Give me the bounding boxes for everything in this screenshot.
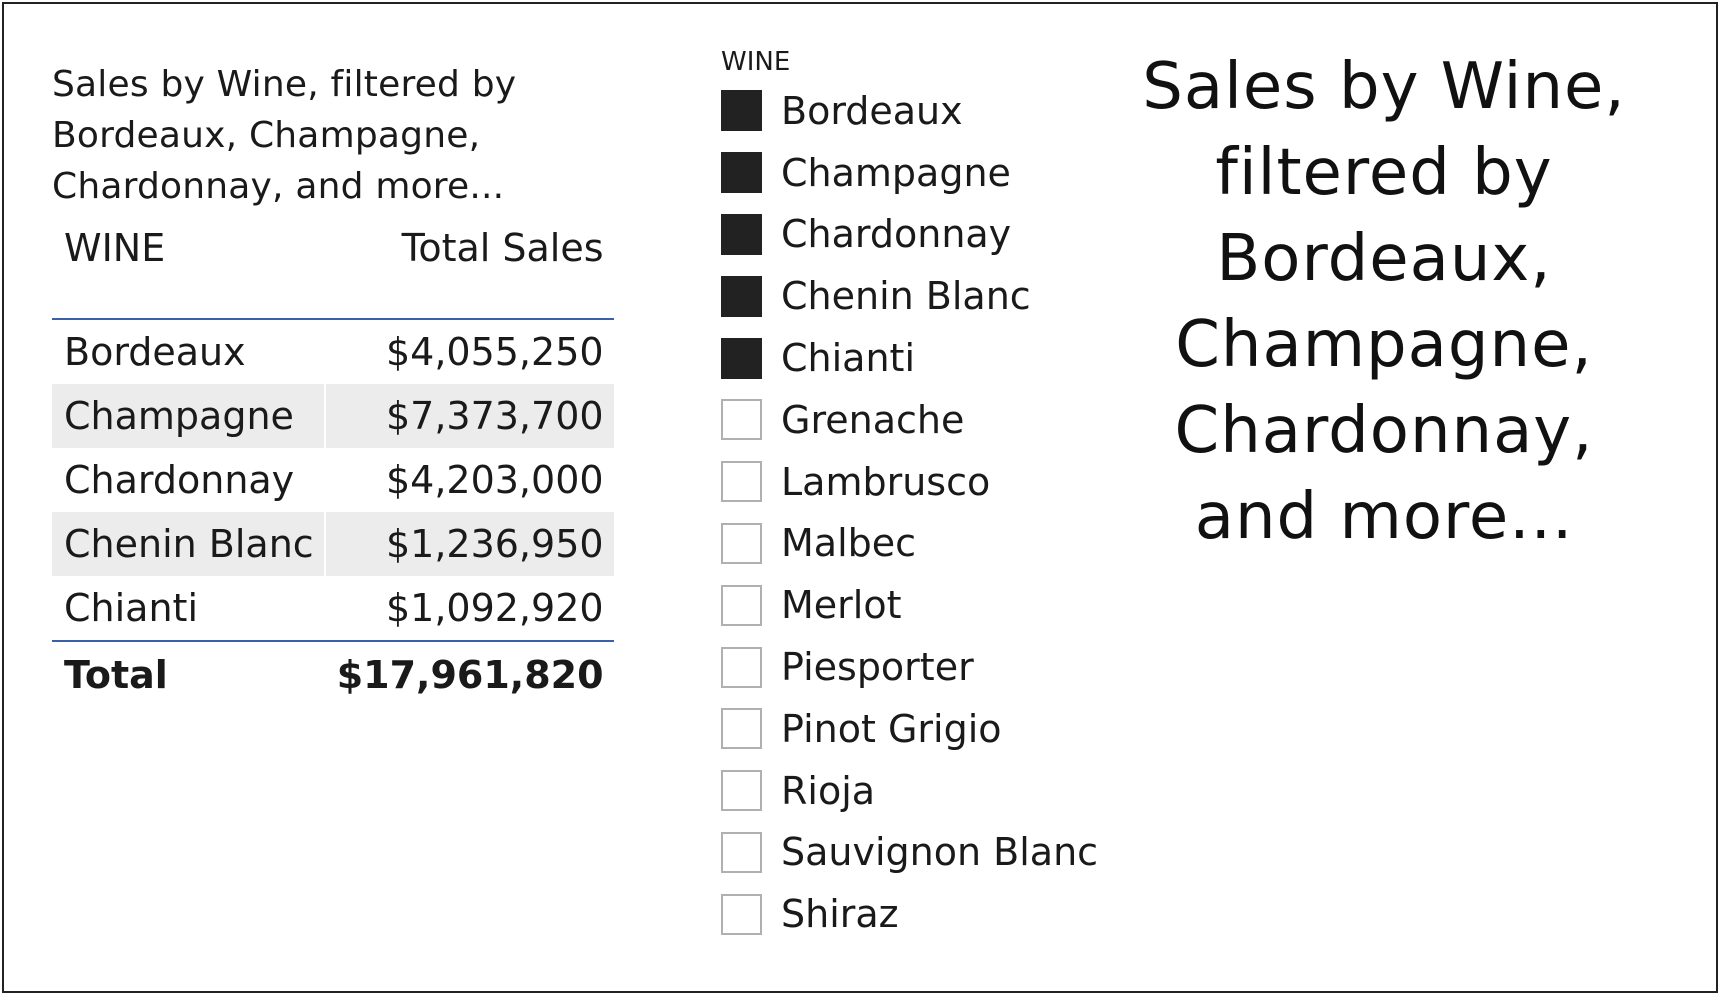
table-row[interactable]: Champagne $7,373,700 bbox=[52, 384, 614, 448]
checkbox-unchecked-icon[interactable] bbox=[721, 708, 762, 750]
slicer-item-label: Piesporter bbox=[781, 645, 974, 690]
total-value: $17,961,820 bbox=[336, 653, 604, 697]
wine-cell: Chianti bbox=[52, 576, 326, 642]
slicer-item-label: Sauvignon Blanc bbox=[781, 830, 1099, 875]
slicer-item-label: Malbec bbox=[781, 521, 917, 566]
slicer-item[interactable]: Chianti bbox=[721, 327, 1141, 389]
wine-cell: Chardonnay bbox=[52, 448, 326, 512]
sales-table: WINE Total Sales Bordeaux $4,055,250 Champ… bbox=[52, 226, 614, 708]
checkbox-checked-icon[interactable] bbox=[721, 275, 762, 317]
slicer-header: WINE bbox=[721, 47, 791, 77]
slicer-item-label: Merlot bbox=[781, 583, 902, 628]
slicer-item-label: Shiraz bbox=[781, 892, 899, 937]
slicer-item[interactable]: Piesporter bbox=[721, 636, 1141, 698]
checkbox-unchecked-icon[interactable] bbox=[721, 770, 762, 812]
slicer-item[interactable]: Pinot Grigio bbox=[721, 698, 1141, 760]
table-row[interactable]: Chardonnay $4,203,000 bbox=[52, 448, 614, 512]
slicer-item[interactable]: Merlot bbox=[721, 574, 1141, 636]
slicer-item-label: Pinot Grigio bbox=[781, 706, 1002, 751]
checkbox-checked-icon[interactable] bbox=[721, 152, 762, 194]
checkbox-unchecked-icon[interactable] bbox=[721, 893, 762, 935]
table-row[interactable]: Chianti $1,092,920 bbox=[52, 576, 614, 642]
checkbox-unchecked-icon[interactable] bbox=[721, 831, 762, 873]
total-sales-cell: $1,092,920 bbox=[324, 576, 614, 642]
slicer-item[interactable]: Grenache bbox=[721, 389, 1141, 451]
slicer-item[interactable]: Lambrusco bbox=[721, 451, 1141, 513]
slicer-item[interactable]: Rioja bbox=[721, 760, 1141, 822]
total-sales-cell: $7,373,700 bbox=[324, 384, 614, 448]
wine-cell: Champagne bbox=[52, 384, 326, 448]
checkbox-unchecked-icon[interactable] bbox=[721, 399, 762, 441]
sales-table-visual[interactable]: Sales by Wine, filtered by Bordeaux, Cha… bbox=[52, 59, 614, 708]
slicer-item[interactable]: Champagne bbox=[721, 142, 1141, 204]
checkbox-checked-icon[interactable] bbox=[721, 90, 762, 132]
total-label: Total bbox=[64, 653, 168, 697]
slicer-item[interactable]: Chardonnay bbox=[721, 204, 1141, 266]
table-row[interactable]: Bordeaux $4,055,250 bbox=[52, 319, 614, 384]
checkbox-unchecked-icon[interactable] bbox=[721, 461, 762, 503]
slicer-item-label: Bordeaux bbox=[781, 88, 963, 133]
column-header-total-sales[interactable]: Total Sales bbox=[324, 226, 614, 320]
slicer-item-label: Chianti bbox=[781, 336, 916, 381]
table-total-row: Total $17,961,820 bbox=[52, 641, 614, 708]
slicer-item[interactable]: Chenin Blanc bbox=[721, 265, 1141, 327]
total-sales-cell: $4,055,250 bbox=[385, 330, 604, 374]
checkbox-checked-icon[interactable] bbox=[721, 337, 762, 379]
slicer-list: Bordeaux Champagne Chardonnay Chenin Blanc C… bbox=[721, 80, 1141, 945]
slicer-item[interactable]: Shiraz bbox=[721, 883, 1141, 945]
slicer-item-label: Champagne bbox=[781, 150, 1011, 195]
wine-cell: Chenin Blanc bbox=[52, 512, 326, 576]
wine-slicer: WINE Bordeaux Champagne Chardonnay Chenin B… bbox=[721, 44, 1141, 945]
checkbox-checked-icon[interactable] bbox=[721, 213, 762, 255]
table-row[interactable]: Chenin Blanc $1,236,950 bbox=[52, 512, 614, 576]
checkbox-unchecked-icon[interactable] bbox=[721, 584, 762, 626]
checkbox-unchecked-icon[interactable] bbox=[721, 522, 762, 564]
table-header-row: WINE Total Sales bbox=[52, 226, 614, 320]
slicer-item-label: Chardonnay bbox=[781, 212, 1012, 257]
dynamic-title-card: Sales by Wine, filtered by Bordeaux, Cha… bbox=[1142, 50, 1626, 554]
total-sales-cell: $4,203,000 bbox=[385, 458, 604, 502]
slicer-item-label: Rioja bbox=[781, 768, 876, 813]
total-sales-cell: $1,236,950 bbox=[324, 512, 614, 576]
table-title: Sales by Wine, filtered by Bordeaux, Cha… bbox=[52, 64, 517, 207]
checkbox-unchecked-icon[interactable] bbox=[721, 646, 762, 688]
slicer-item-label: Lambrusco bbox=[781, 459, 991, 504]
column-header-wine[interactable]: WINE bbox=[52, 226, 325, 320]
slicer-item-label: Chenin Blanc bbox=[781, 274, 1031, 319]
slicer-item[interactable]: Malbec bbox=[721, 513, 1141, 575]
slicer-item[interactable]: Sauvignon Blanc bbox=[721, 822, 1141, 884]
wine-cell: Bordeaux bbox=[52, 319, 326, 384]
slicer-item[interactable]: Bordeaux bbox=[721, 80, 1141, 142]
slicer-item-label: Grenache bbox=[781, 397, 965, 442]
